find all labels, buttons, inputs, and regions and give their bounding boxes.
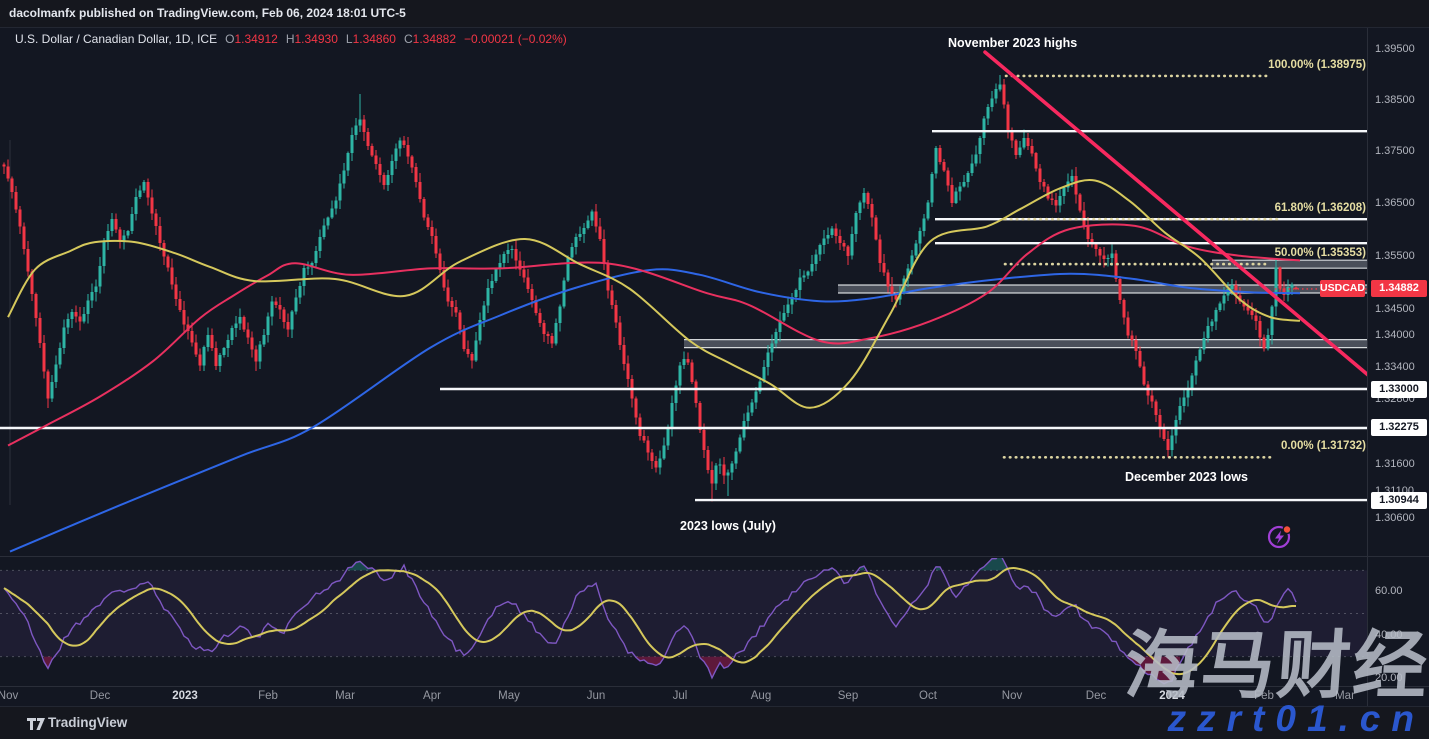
time-axis-label: 2024 xyxy=(1159,690,1185,702)
price-axis-label: 1.39500 xyxy=(1375,42,1415,55)
price-axis-label: 1.36500 xyxy=(1375,197,1415,210)
time-axis-label: Mar xyxy=(1335,690,1355,702)
price-axis-label: 1.35500 xyxy=(1375,249,1415,262)
time-axis-label: Nov xyxy=(1001,690,1023,702)
time-axis-label: Feb xyxy=(258,690,278,702)
rsi-axis-label: 20.00 xyxy=(1375,671,1403,684)
zone xyxy=(838,285,1367,293)
zone xyxy=(1212,260,1367,269)
ohlc-key: O xyxy=(225,32,235,46)
time-axis-label: Sep xyxy=(837,690,859,702)
horizontal-level-lines[interactable] xyxy=(0,129,1367,502)
watermark-url: zzrt01.cn xyxy=(1167,698,1425,739)
fib-retracement-lines[interactable] xyxy=(1002,74,1279,459)
level-price-box: 1.33000 xyxy=(1371,380,1427,398)
chart-annotation: 2023 lows (July) xyxy=(680,519,776,533)
time-axis-label: 2023 xyxy=(172,690,198,702)
attribution-text: dacolmanfx published on TradingView.com,… xyxy=(9,6,406,20)
price-axis-label: 1.34500 xyxy=(1375,302,1415,315)
time-axis-label: Jun xyxy=(586,690,606,702)
time-axis-label: May xyxy=(498,690,520,702)
fib-label: 61.80% (1.36208) xyxy=(1274,202,1366,215)
level-price-box: 1.30944 xyxy=(1371,491,1427,509)
fib-label: 100.00% (1.38975) xyxy=(1268,58,1366,71)
tradingview-logo[interactable] xyxy=(26,716,46,732)
price-axis-label: 1.38500 xyxy=(1375,93,1415,106)
change-value: −0.00021 (−0.02%) xyxy=(464,32,567,46)
ohlc-key: H xyxy=(285,32,295,46)
candles-layer[interactable] xyxy=(2,75,1298,505)
time-axis-label: Apr xyxy=(423,690,441,702)
price-axis-label: 1.34000 xyxy=(1375,329,1415,342)
rsi-ma-line xyxy=(3,567,1297,676)
time-axis-label: Oct xyxy=(919,690,937,702)
rsi-axis-label: 40.00 xyxy=(1375,628,1403,641)
symbol-price-tag: USDCAD xyxy=(1320,280,1365,298)
price-axis-label: 1.33400 xyxy=(1375,361,1415,374)
flash-boost-icon[interactable] xyxy=(1264,521,1296,553)
fib-label: 0.00% (1.31732) xyxy=(1280,440,1366,453)
time-axis-label: Mar xyxy=(335,690,355,702)
ma-blue xyxy=(9,268,1301,553)
chart-annotation: November 2023 highs xyxy=(948,36,1078,50)
pane-separator[interactable] xyxy=(0,556,1429,557)
time-axis-label: Dec xyxy=(1085,690,1107,702)
moving-averages-layer xyxy=(7,179,1301,553)
symbol-info-bar[interactable]: U.S. Dollar / Canadian Dollar, 1D, ICE O1… xyxy=(15,31,567,47)
flash-circle xyxy=(1267,525,1291,549)
time-axis-label: Dec xyxy=(89,690,111,702)
flash-bolt xyxy=(1275,530,1284,544)
footer-bar: TradingView xyxy=(0,706,1429,739)
fib-label: 50.00% (1.35353) xyxy=(1274,247,1366,260)
price-axis[interactable]: 1.39500 1.38500 1.37500 1.36500 1.35500 1.345… xyxy=(1367,28,1429,706)
price-axis-label: 1.30600 xyxy=(1375,512,1415,525)
time-axis-label: Jul xyxy=(672,690,688,702)
ohlc-values: O1.34912 H1.34930 L1.34860 C1.34882 xyxy=(217,32,456,46)
chart-annotation: December 2023 lows xyxy=(1125,470,1248,484)
ohlc-value: 1.34912 xyxy=(234,32,278,46)
time-axis-label: Nov xyxy=(0,690,19,702)
current-price-box: 1.34882 xyxy=(1371,280,1427,298)
symbol-title[interactable]: U.S. Dollar / Canadian Dollar, 1D, ICE xyxy=(15,32,218,46)
ma-yellow xyxy=(7,179,1301,409)
downtrend-line[interactable] xyxy=(983,50,1372,378)
time-axis-label: Feb xyxy=(1254,690,1274,702)
supply-demand-zones[interactable] xyxy=(684,259,1367,349)
zone xyxy=(684,339,1367,348)
ma-crimson xyxy=(7,223,1301,447)
price-axis-label: 1.37500 xyxy=(1375,145,1415,158)
brand-name[interactable]: TradingView xyxy=(48,715,128,730)
ohlc-value: 1.34930 xyxy=(294,32,338,46)
ohlc-value: 1.34860 xyxy=(352,32,396,46)
time-axis[interactable]: Nov Dec 2023 Feb Mar Apr May Jun Jul Aug Sep Oct Nov… xyxy=(0,686,1429,706)
rsi-axis-label: 60.00 xyxy=(1375,585,1403,598)
watermark-chinese: 海马财经 xyxy=(1122,624,1429,707)
flash-dot xyxy=(1283,526,1291,533)
attribution-bar: dacolmanfx published on TradingView.com,… xyxy=(0,0,1429,28)
price-axis-label: 1.31600 xyxy=(1375,457,1415,470)
ohlc-key: C xyxy=(403,32,413,46)
level-price-box: 1.32275 xyxy=(1371,419,1427,437)
rsi-pane[interactable] xyxy=(0,554,1367,685)
ohlc-key: L xyxy=(345,32,353,46)
time-axis-label: Aug xyxy=(750,690,772,702)
ohlc-value: 1.34882 xyxy=(412,32,457,46)
